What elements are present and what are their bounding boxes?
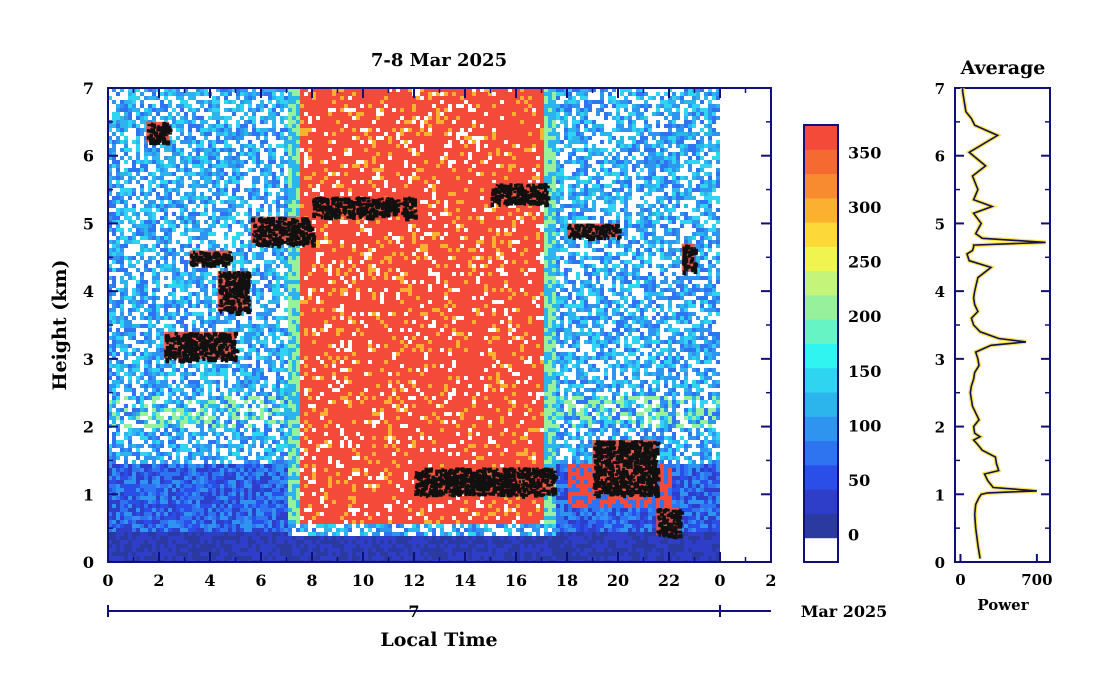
y-tick-label: 3 bbox=[83, 350, 94, 369]
colorbar-swatch bbox=[804, 319, 838, 344]
colorbar-swatch bbox=[804, 125, 838, 150]
profile-y-tick-label: 4 bbox=[935, 283, 945, 301]
x-tick-label: 6 bbox=[255, 571, 266, 590]
colorbar-tick-label: 200 bbox=[848, 307, 881, 326]
chart-title: 7-8 Mar 2025 bbox=[371, 50, 507, 71]
profile-y-tick-label: 3 bbox=[935, 351, 945, 369]
date-bar-day: 7 bbox=[408, 602, 419, 621]
x-tick-label: 8 bbox=[306, 571, 317, 590]
colorbar-swatch bbox=[804, 222, 838, 247]
y-tick-label: 2 bbox=[83, 418, 94, 437]
profile-y-tick-label: 0 bbox=[935, 554, 945, 572]
x-tick-label: 14 bbox=[454, 571, 476, 590]
x-tick-label: 2 bbox=[153, 571, 164, 590]
colorbar: 0 50 100 150 200 250 300 350 bbox=[803, 124, 881, 563]
x-tick-label: 4 bbox=[204, 571, 215, 590]
x-axis-label: Local Time bbox=[380, 629, 497, 651]
colorbar-swatch bbox=[804, 270, 838, 296]
date-bar: 7 bbox=[107, 602, 771, 621]
profile-y-tick-label: 7 bbox=[935, 80, 945, 98]
x-tick-label: 0 bbox=[714, 571, 725, 590]
heatmap-area bbox=[108, 88, 720, 562]
colorbar-tick-label: 350 bbox=[848, 143, 881, 162]
y-axis-label: Height (km) bbox=[49, 260, 71, 391]
colorbar-swatch bbox=[804, 343, 838, 369]
y-tick-label: 7 bbox=[83, 79, 94, 98]
colorbar-swatch bbox=[804, 173, 838, 199]
x-tick-label: 18 bbox=[556, 571, 578, 590]
cloud-features bbox=[146, 121, 698, 540]
colorbar-tick-label: 50 bbox=[848, 471, 870, 490]
profile-line bbox=[961, 88, 1046, 559]
colorbar-swatch bbox=[804, 294, 838, 320]
profile-x-label: Power bbox=[977, 596, 1029, 614]
y-tick-label: 4 bbox=[83, 282, 94, 301]
x-tick-label: 20 bbox=[607, 571, 629, 590]
colorbar-swatch bbox=[804, 440, 838, 466]
x-tick-label: 12 bbox=[403, 571, 425, 590]
profile-y-tick-label: 1 bbox=[935, 486, 945, 504]
colorbar-swatch bbox=[804, 246, 838, 272]
profile-y-tick-label: 2 bbox=[935, 419, 945, 437]
colorbar-swatch bbox=[804, 367, 838, 393]
colorbar-swatch bbox=[804, 464, 838, 490]
x-tick-label: 2 bbox=[765, 571, 776, 590]
colorbar-tick-label: 150 bbox=[848, 362, 881, 381]
profile-y-tick-label: 5 bbox=[935, 215, 945, 233]
profile-x-tick-label: 0 bbox=[955, 571, 965, 589]
y-tick-label: 1 bbox=[83, 485, 94, 504]
profile-x-tick-label: 700 bbox=[1021, 571, 1052, 589]
x-tick-label: 0 bbox=[102, 571, 113, 590]
colorbar-tick-label: 0 bbox=[848, 526, 859, 545]
colorbar-swatch bbox=[804, 489, 838, 514]
x-tick-label: 16 bbox=[505, 571, 527, 590]
colorbar-tick-label: 100 bbox=[848, 416, 881, 435]
average-profile-panel: 0 1 2 3 4 5 6 7 0 700 bbox=[935, 80, 1053, 589]
x-tick-label: 10 bbox=[352, 571, 374, 590]
colorbar-tick-label: 300 bbox=[848, 198, 881, 217]
y-tick-label: 5 bbox=[83, 214, 94, 233]
x-tick-label: 22 bbox=[658, 571, 680, 590]
colorbar-swatch bbox=[804, 513, 838, 539]
colorbar-swatch bbox=[804, 149, 838, 175]
profile-title: Average bbox=[960, 57, 1046, 79]
colorbar-swatch bbox=[804, 416, 838, 442]
colorbar-swatch bbox=[804, 197, 838, 223]
colorbar-swatch bbox=[804, 392, 838, 417]
colorbar-swatch bbox=[804, 537, 838, 563]
profile-y-tick-label: 6 bbox=[935, 148, 945, 166]
y-tick-label: 0 bbox=[83, 553, 94, 572]
y-tick-label: 6 bbox=[83, 147, 94, 166]
date-bar-month: Mar 2025 bbox=[801, 602, 888, 621]
colorbar-tick-label: 250 bbox=[848, 253, 881, 272]
